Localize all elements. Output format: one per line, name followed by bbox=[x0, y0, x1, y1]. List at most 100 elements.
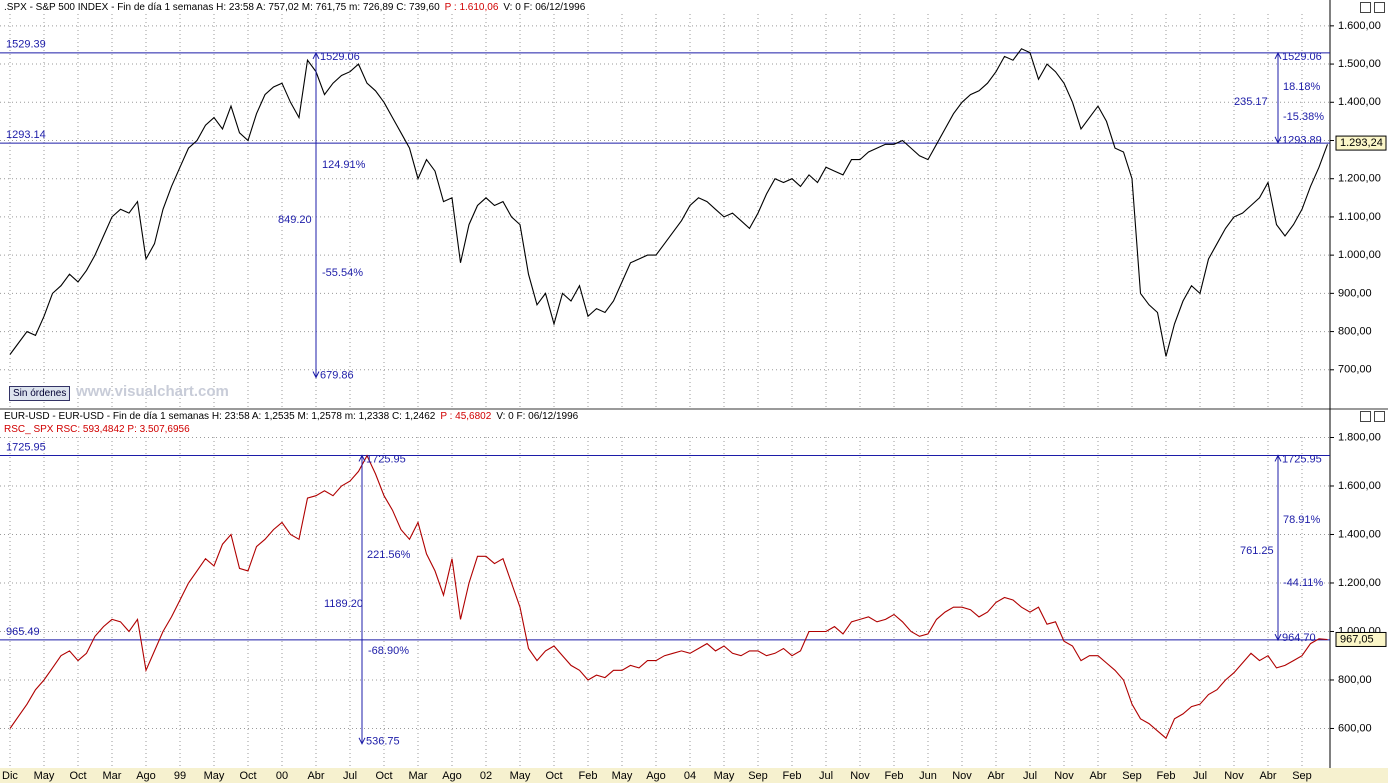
y-tick-label: 1.600,00 bbox=[1338, 480, 1381, 492]
x-tick-label: Sep bbox=[1292, 770, 1312, 782]
panel-header: EUR-USD - EUR-USD - Fin de día 1 semanas… bbox=[4, 410, 583, 435]
x-tick-label: Jul bbox=[343, 770, 357, 782]
level-label: 1725.95 bbox=[6, 441, 46, 453]
x-tick-label: 00 bbox=[276, 770, 288, 782]
x-tick-label: Abr bbox=[987, 770, 1004, 782]
x-tick-label: Mar bbox=[409, 770, 428, 782]
measure-label: 964.70 bbox=[1282, 632, 1316, 644]
minimize-button[interactable] bbox=[1360, 411, 1371, 422]
x-tick-label: 04 bbox=[684, 770, 696, 782]
x-tick-label: Sep bbox=[1122, 770, 1142, 782]
measure-label: 679.86 bbox=[320, 369, 354, 381]
level-label: 1529.39 bbox=[6, 39, 46, 51]
y-tick-label: 1.200,00 bbox=[1338, 173, 1381, 185]
measure-text: 1189.20 bbox=[324, 598, 363, 610]
y-tick-label: 1.800,00 bbox=[1338, 431, 1381, 443]
panel-header: .SPX - S&P 500 INDEX - Fin de día 1 sema… bbox=[4, 1, 590, 14]
x-tick-label: May bbox=[204, 770, 225, 782]
x-tick-label: Sep bbox=[748, 770, 768, 782]
x-tick-label: Mar bbox=[103, 770, 122, 782]
x-tick-label: Jun bbox=[919, 770, 937, 782]
x-axis-strip bbox=[0, 768, 1388, 783]
measure-text: 235.17 bbox=[1234, 96, 1268, 108]
last-value-label: 1.293,24 bbox=[1340, 137, 1383, 149]
header-row: EUR-USD - EUR-USD - Fin de día 1 semanas… bbox=[4, 410, 583, 423]
measure-text: -68.90% bbox=[368, 645, 409, 657]
x-tick-label: Ago bbox=[646, 770, 666, 782]
header-text: P : 1.610,06 bbox=[444, 2, 499, 13]
arrow-head bbox=[1274, 136, 1282, 144]
header-text: RSC_ SPX RSC: 593,4842 P: 3.507,6956 bbox=[4, 424, 190, 435]
x-tick-label: Nov bbox=[850, 770, 870, 782]
measure-label: 1293.89 bbox=[1282, 135, 1322, 147]
level-label: 1293.14 bbox=[6, 129, 46, 141]
measure-text: 849.20 bbox=[278, 214, 312, 226]
y-tick-label: 1.400,00 bbox=[1338, 96, 1381, 108]
arrow-head bbox=[1274, 51, 1282, 60]
measure-text: 761.25 bbox=[1240, 545, 1274, 557]
y-tick-label: 900,00 bbox=[1338, 287, 1372, 299]
x-tick-label: Dic bbox=[2, 770, 18, 782]
series-line bbox=[9, 48, 1329, 357]
x-tick-label: Feb bbox=[579, 770, 598, 782]
x-tick-label: Nov bbox=[952, 770, 972, 782]
x-tick-label: Abr bbox=[1089, 770, 1106, 782]
x-tick-label: Nov bbox=[1224, 770, 1244, 782]
x-tick-label: Ago bbox=[136, 770, 156, 782]
measure-text: 78.91% bbox=[1283, 514, 1321, 526]
x-tick-label: May bbox=[510, 770, 531, 782]
series-line bbox=[9, 454, 1328, 740]
x-tick-label: Feb bbox=[783, 770, 802, 782]
last-value-label: 967,05 bbox=[1340, 633, 1374, 645]
x-tick-label: Jul bbox=[819, 770, 833, 782]
x-tick-label: May bbox=[612, 770, 633, 782]
y-tick-label: 1.600,00 bbox=[1338, 20, 1381, 32]
arrow-head bbox=[1274, 633, 1282, 642]
close-button[interactable] bbox=[1374, 411, 1385, 422]
x-tick-label: Abr bbox=[307, 770, 324, 782]
measure-label: 1529.06 bbox=[320, 51, 360, 63]
orders-button[interactable]: Sin órdenes bbox=[9, 386, 71, 401]
header-text: V: 0 F: 06/12/1996 bbox=[503, 2, 586, 13]
x-tick-label: May bbox=[714, 770, 735, 782]
x-tick-label: Oct bbox=[375, 770, 392, 782]
measure-label: 1725.95 bbox=[1282, 453, 1322, 465]
measure-text: 221.56% bbox=[367, 549, 411, 561]
minimize-button[interactable] bbox=[1360, 2, 1371, 13]
x-tick-label: Jul bbox=[1193, 770, 1207, 782]
arrow-head bbox=[1274, 454, 1282, 462]
y-tick-label: 1.100,00 bbox=[1338, 211, 1381, 223]
y-tick-label: 800,00 bbox=[1338, 325, 1372, 337]
arrow-head bbox=[358, 454, 366, 462]
watermark: www.visualchart.com bbox=[76, 383, 229, 400]
x-tick-label: Ago bbox=[442, 770, 462, 782]
panel-separator bbox=[0, 408, 1388, 410]
measure-label: 1725.95 bbox=[366, 453, 406, 465]
x-tick-label: Oct bbox=[545, 770, 562, 782]
header-row: RSC_ SPX RSC: 593,4842 P: 3.507,6956 bbox=[4, 423, 583, 436]
x-tick-label: 99 bbox=[174, 770, 186, 782]
header-text: P : 45,6802 bbox=[440, 411, 492, 422]
last-value-box bbox=[1335, 135, 1387, 151]
y-tick-label: 1.400,00 bbox=[1338, 528, 1381, 540]
x-tick-label: 02 bbox=[480, 770, 492, 782]
y-tick-label: 1.200,00 bbox=[1338, 577, 1381, 589]
level-label: 965.49 bbox=[6, 626, 40, 638]
y-tick-label: 1.500,00 bbox=[1338, 58, 1381, 70]
close-button[interactable] bbox=[1374, 2, 1385, 13]
x-tick-label: Jul bbox=[1023, 770, 1037, 782]
arrow-head bbox=[358, 737, 366, 745]
header-text: EUR-USD - EUR-USD - Fin de día 1 semanas… bbox=[4, 411, 436, 422]
measure-label: 536.75 bbox=[366, 736, 400, 748]
x-tick-label: Oct bbox=[239, 770, 256, 782]
header-text: .SPX - S&P 500 INDEX - Fin de día 1 sema… bbox=[4, 2, 440, 13]
x-tick-label: Feb bbox=[885, 770, 904, 782]
header-row: .SPX - S&P 500 INDEX - Fin de día 1 sema… bbox=[4, 1, 590, 14]
x-tick-label: May bbox=[34, 770, 55, 782]
last-value-box bbox=[1335, 631, 1387, 647]
x-tick-label: Oct bbox=[69, 770, 86, 782]
measure-text: -55.54% bbox=[322, 267, 363, 279]
y-tick-label: 1.000,00 bbox=[1338, 249, 1381, 261]
